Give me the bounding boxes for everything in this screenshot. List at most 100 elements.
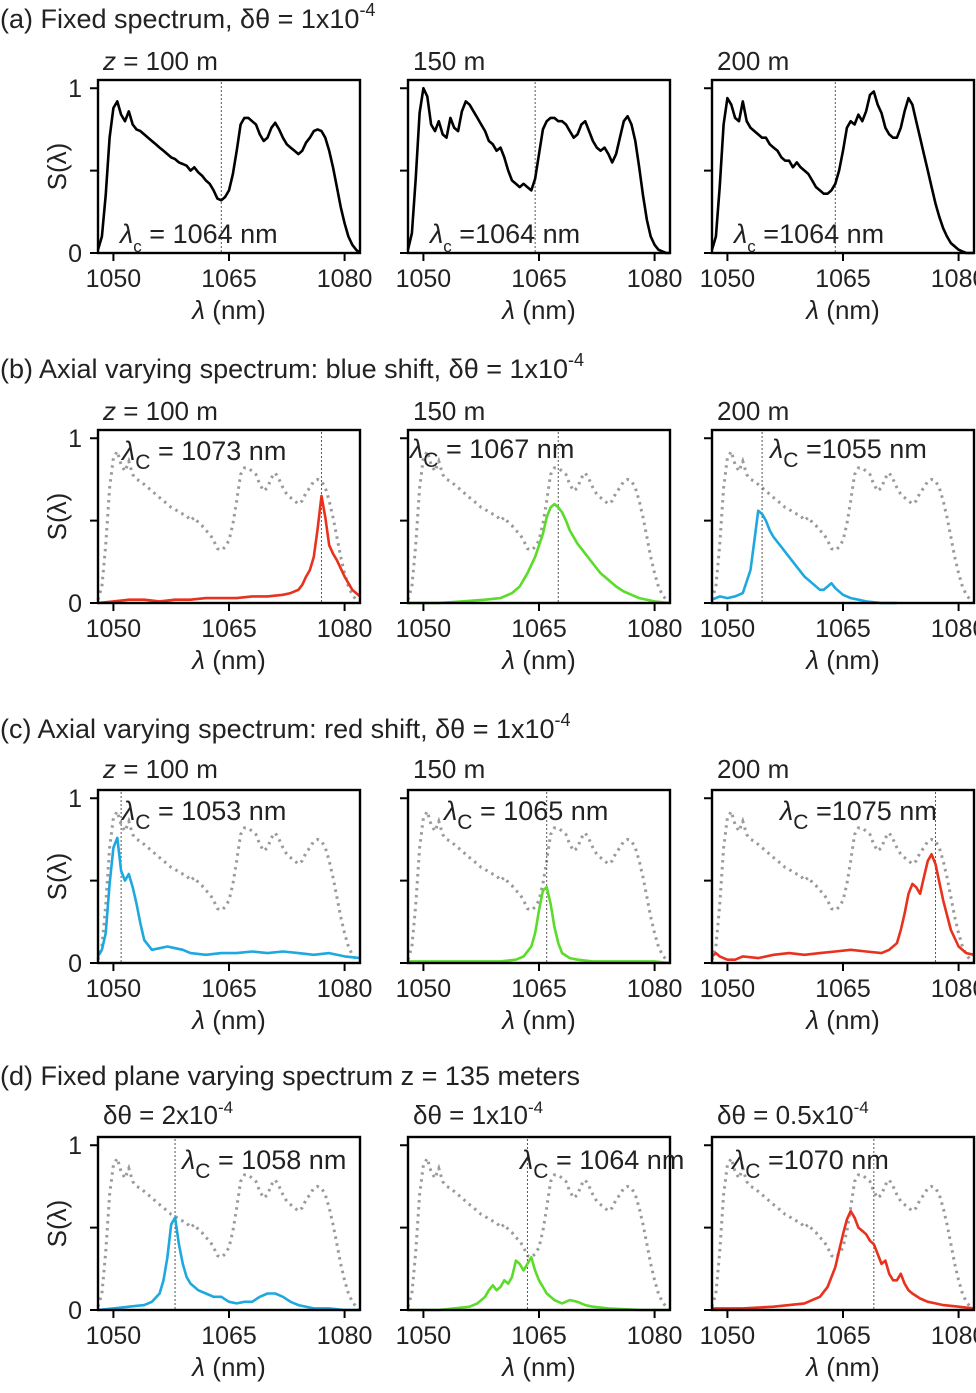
y-axis-label: S(λ) <box>42 493 72 541</box>
x-tick-label: 1065 <box>511 265 567 293</box>
spectrum-line <box>408 502 671 605</box>
x-axis-label: λ (nm) <box>804 645 879 675</box>
x-tick-label: 1080 <box>931 265 976 293</box>
y-tick-label: 0 <box>68 950 82 978</box>
panel-title: 200 m <box>717 46 789 76</box>
spectrum-line <box>710 90 974 255</box>
reference-spectrum <box>710 447 975 605</box>
x-tick-label: 1065 <box>511 615 567 643</box>
y-tick-label: 1 <box>68 75 82 103</box>
x-tick-label: 1080 <box>931 975 976 1003</box>
y-tick-label: 1 <box>68 425 82 453</box>
row-title-b: (b) Axial varying spectrum: blue shift, … <box>0 350 584 384</box>
panel-title: 150 m <box>413 46 485 76</box>
spectrum-line <box>408 1256 670 1312</box>
panel-b-1: z = 100 m 1050 1065 1080 0 1 λ (nm) S(λ) λC = 10… <box>42 396 372 675</box>
x-axis-label: λ (nm) <box>190 1352 265 1382</box>
x-tick-label: 1065 <box>511 1322 567 1350</box>
y-tick-label: 0 <box>68 240 82 268</box>
x-tick-label: 1065 <box>815 975 871 1003</box>
x-axis-label: λ (nm) <box>804 295 879 325</box>
center-wavelength-label: λc =1064 nm <box>428 219 580 256</box>
panel-title: δθ = 2x10-4 <box>103 1098 233 1130</box>
panel-title: δθ = 0.5x10-4 <box>717 1098 869 1130</box>
center-wavelength-label: λC = 1065 nm <box>442 796 608 834</box>
x-tick-label: 1080 <box>317 975 373 1003</box>
x-tick-label: 1080 <box>931 615 976 643</box>
y-tick-label: 0 <box>68 590 82 618</box>
reference-spectrum <box>96 1154 361 1312</box>
x-tick-label: 1065 <box>201 615 257 643</box>
panel-c-3: 200 m 1050 1065 1080 λ (nm) λC =1075 nm <box>700 754 976 1035</box>
reference-spectrum <box>96 807 361 965</box>
x-tick-label: 1080 <box>627 265 683 293</box>
panel-title: 200 m <box>717 396 789 426</box>
spectrum-line <box>96 100 361 254</box>
x-tick-label: 1065 <box>511 975 567 1003</box>
x-tick-label: 1050 <box>396 265 452 293</box>
panel-title: 200 m <box>717 754 789 784</box>
panel-title: z = 100 m <box>102 396 218 426</box>
x-tick-label: 1050 <box>86 615 142 643</box>
y-axis-label: S(λ) <box>42 1200 72 1248</box>
spectrum-line <box>406 86 670 255</box>
center-wavelength-label: λC = 1067 nm <box>408 434 574 472</box>
x-axis-label: λ (nm) <box>500 295 575 325</box>
center-wavelength-label: λC = 1064 nm <box>518 1145 684 1183</box>
y-tick-label: 0 <box>68 1297 82 1325</box>
spectrum-line <box>97 494 361 605</box>
x-tick-label: 1050 <box>700 1322 756 1350</box>
x-axis-label: λ (nm) <box>190 645 265 675</box>
x-tick-label: 1065 <box>815 615 871 643</box>
x-tick-label: 1080 <box>317 615 373 643</box>
x-tick-label: 1050 <box>700 615 756 643</box>
x-tick-label: 1080 <box>627 975 683 1003</box>
x-tick-label: 1065 <box>815 265 871 293</box>
panel-a-1: z = 100 m 1050 1065 1080 0 1 λ (nm) S(λ) λc = 10… <box>42 46 372 325</box>
x-tick-label: 1050 <box>700 265 756 293</box>
reference-spectrum <box>710 807 975 965</box>
x-tick-label: 1080 <box>317 265 373 293</box>
center-wavelength-label: λc = 1064 nm <box>118 219 278 256</box>
x-tick-label: 1050 <box>396 975 452 1003</box>
row-title-c: (c) Axial varying spectrum: red shift, δ… <box>0 710 571 744</box>
x-axis-label: λ (nm) <box>190 1005 265 1035</box>
center-wavelength-label: λC = 1053 nm <box>120 796 286 834</box>
reference-spectrum <box>406 447 671 605</box>
x-tick-label: 1050 <box>396 615 452 643</box>
row-d: (d) Fixed plane varying spectrum z = 135… <box>0 1061 976 1382</box>
panel-d-1: δθ = 2x10-4 1050 1065 1080 0 1 λ (nm) S(λ) λC = … <box>42 1098 372 1382</box>
y-tick-label: 1 <box>68 1132 82 1160</box>
panel-title: 150 m <box>413 396 485 426</box>
row-b: (b) Axial varying spectrum: blue shift, … <box>0 350 976 675</box>
x-tick-label: 1050 <box>700 975 756 1003</box>
x-tick-label: 1050 <box>396 1322 452 1350</box>
x-axis-label: λ (nm) <box>804 1005 879 1035</box>
x-axis-label: λ (nm) <box>500 1352 575 1382</box>
panel-a-3: 200 m 1050 1065 1080 λ (nm) λc =1064 nm <box>700 46 976 325</box>
panel-b-3: 200 m 1050 1065 1080 λ (nm) λC =1055 nm <box>700 396 976 675</box>
panel-c-1: z = 100 m 1050 1065 1080 0 1 λ (nm) S(λ) λC = 10… <box>42 754 372 1035</box>
x-tick-label: 1080 <box>627 615 683 643</box>
x-tick-label: 1080 <box>931 1322 976 1350</box>
center-wavelength-label: λc =1064 nm <box>732 219 884 256</box>
x-axis-label: λ (nm) <box>500 645 575 675</box>
panel-title: 150 m <box>413 754 485 784</box>
center-wavelength-label: λC = 1073 nm <box>120 436 286 474</box>
x-axis-label: λ (nm) <box>500 1005 575 1035</box>
x-tick-label: 1050 <box>86 265 142 293</box>
spectrum-line <box>408 885 671 965</box>
spectrum-line <box>711 509 897 605</box>
x-axis-label: λ (nm) <box>190 295 265 325</box>
reference-spectrum <box>406 807 671 965</box>
x-tick-label: 1080 <box>627 1322 683 1350</box>
row-title-d: (d) Fixed plane varying spectrum z = 135… <box>0 1061 580 1091</box>
row-c: (c) Axial varying spectrum: red shift, δ… <box>0 710 976 1035</box>
panel-title: δθ = 1x10-4 <box>413 1098 543 1130</box>
center-wavelength-label: λC = 1058 nm <box>180 1145 346 1183</box>
panel-a-2: 150 m 1050 1065 1080 λ (nm) λc =1064 nm <box>396 46 683 325</box>
spectrum-line <box>711 853 975 961</box>
panel-title: z = 100 m <box>102 754 218 784</box>
center-wavelength-label: λC =1075 nm <box>778 796 937 834</box>
